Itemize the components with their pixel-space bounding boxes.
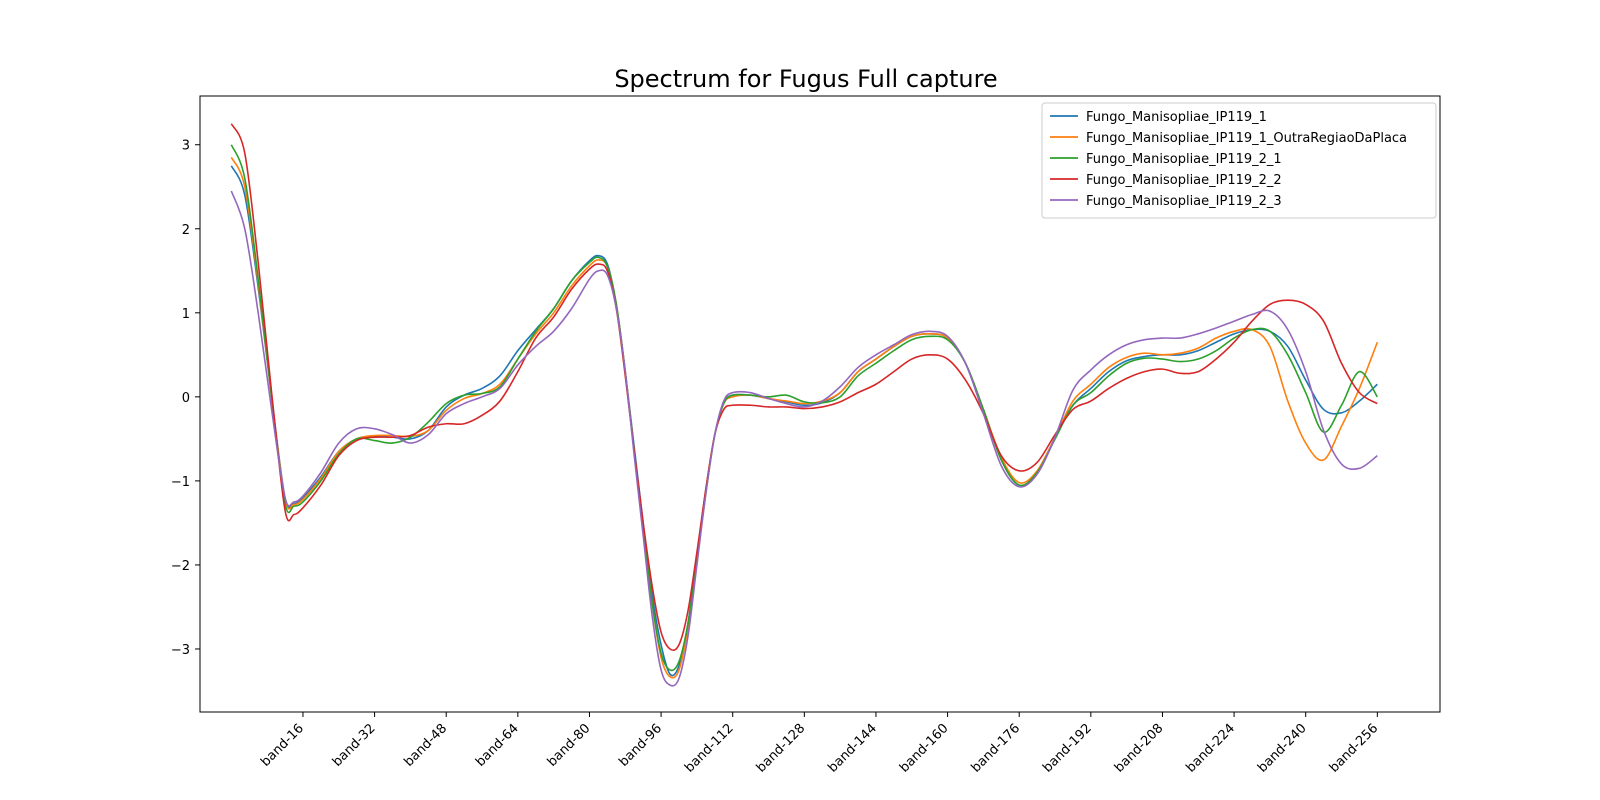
legend-label-2: Fungo_Manisopliae_IP119_1_OutraRegiaoDaP… bbox=[1086, 131, 1407, 146]
y-tick-label: −1 bbox=[171, 475, 190, 490]
legend-label-4: Fungo_Manisopliae_IP119_2_2 bbox=[1086, 173, 1282, 188]
legend-box bbox=[1041, 102, 1437, 219]
legend: Fungo_Manisopliae_IP119_1 Fungo_Manisopli… bbox=[1041, 102, 1437, 219]
chart-title: Spectrum for Fugus Full capture bbox=[614, 65, 997, 93]
y-tick-label: 0 bbox=[182, 391, 190, 406]
legend-label-5: Fungo_Manisopliae_IP119_2_3 bbox=[1086, 194, 1282, 209]
legend-label-1: Fungo_Manisopliae_IP119_1 bbox=[1086, 110, 1267, 125]
y-tick-label: −3 bbox=[171, 643, 190, 658]
series-lines bbox=[230, 123, 1379, 687]
series-line-5 bbox=[230, 190, 1378, 687]
y-tick-label: 1 bbox=[182, 307, 190, 322]
y-tick-label: 3 bbox=[182, 139, 190, 154]
y-tick-label: −2 bbox=[171, 559, 190, 574]
axes-frame bbox=[199, 95, 1441, 713]
legend-label-3: Fungo_Manisopliae_IP119_2_1 bbox=[1086, 152, 1282, 167]
y-tick-label: 2 bbox=[182, 223, 190, 238]
